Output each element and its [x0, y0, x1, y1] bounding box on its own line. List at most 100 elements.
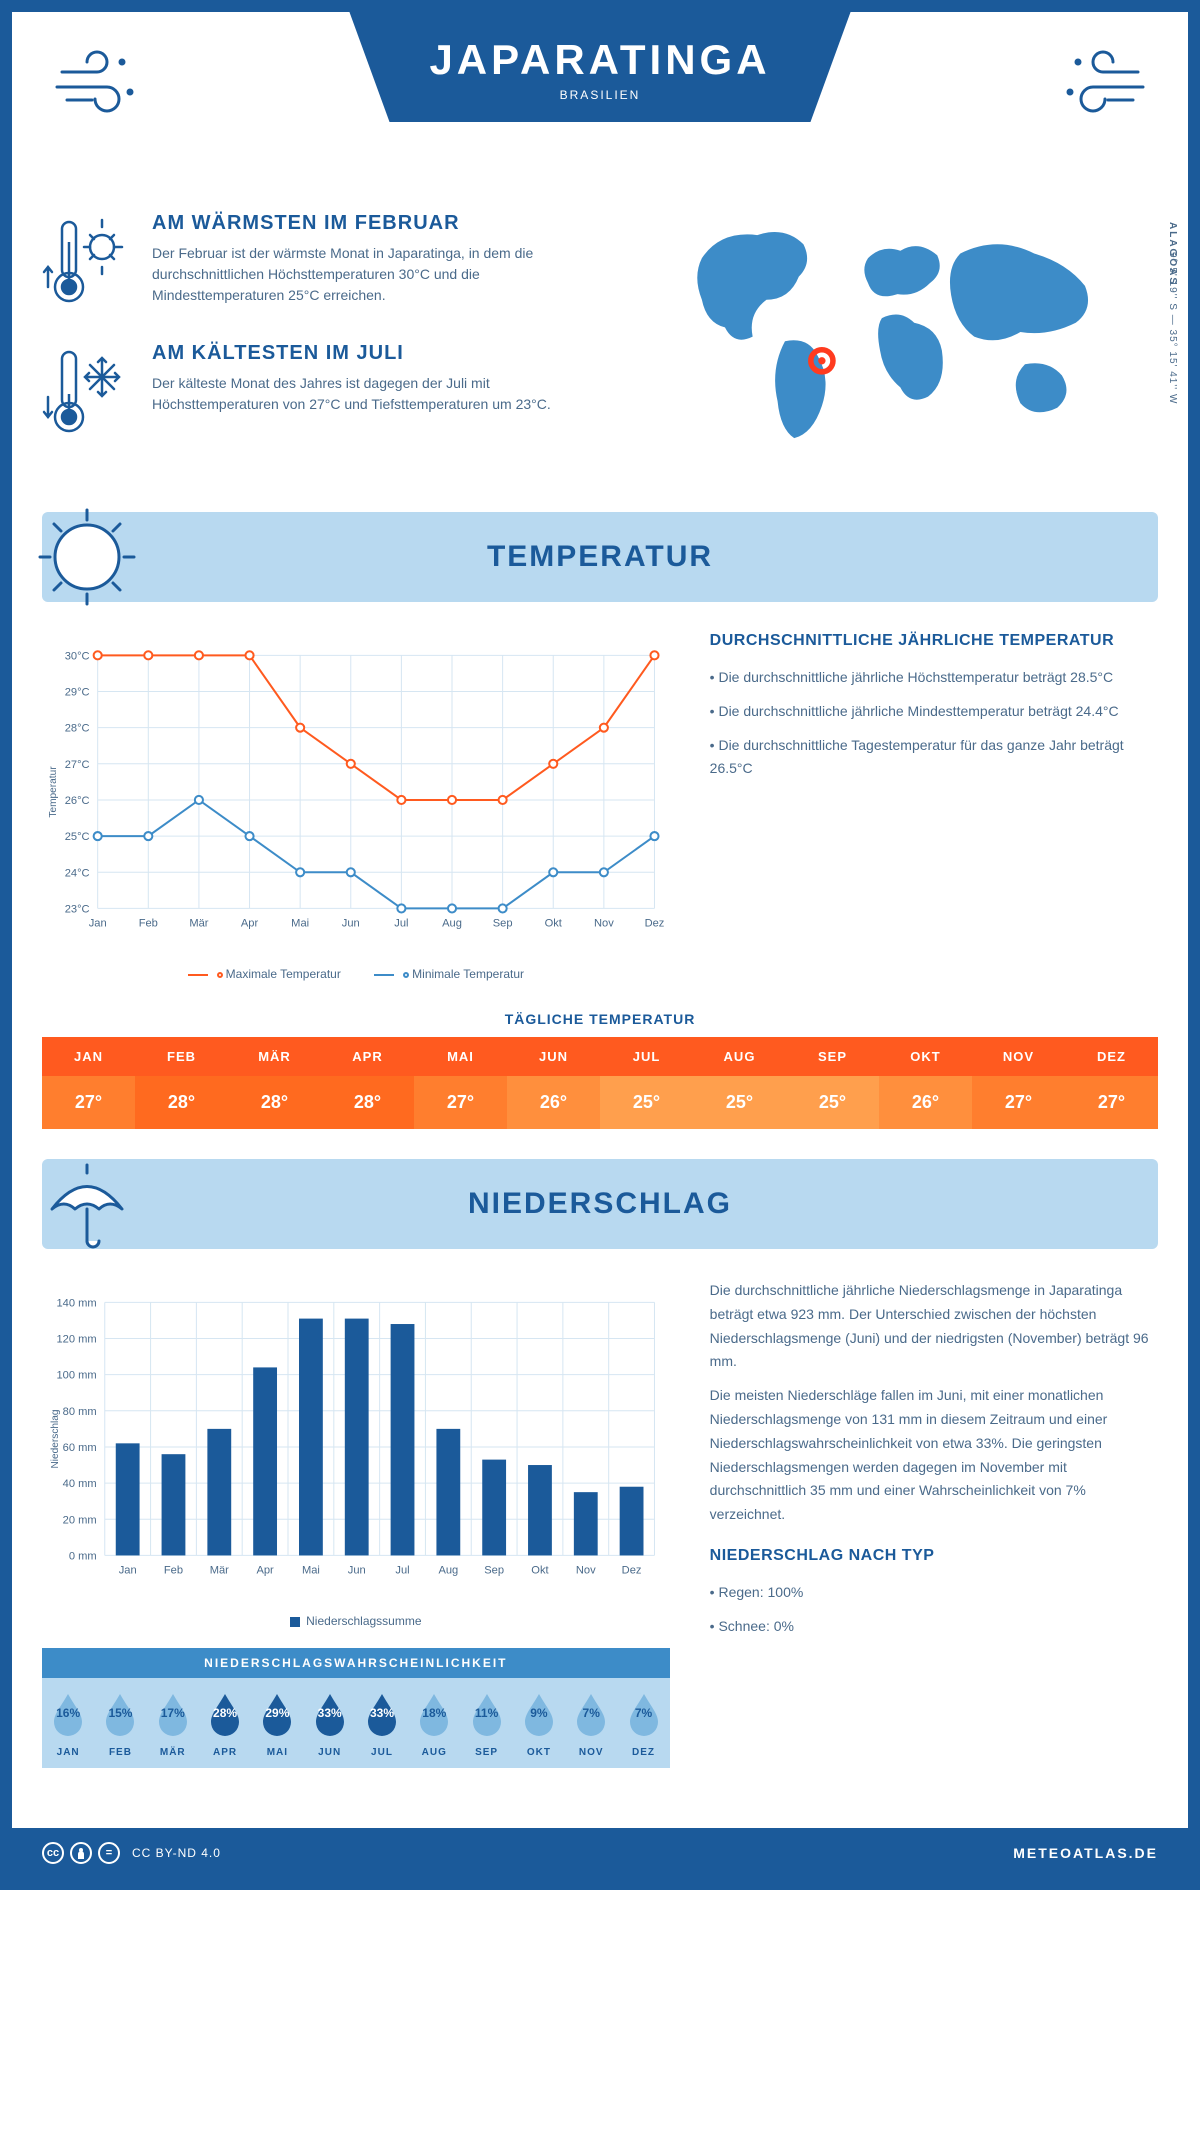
- coldest-block: AM KÄLTESTEN IM JULI Der kälteste Monat …: [42, 342, 585, 442]
- license-text: CC BY-ND 4.0: [132, 1846, 221, 1860]
- warmest-block: AM WÄRMSTEN IM FEBRUAR Der Februar ist d…: [42, 212, 585, 312]
- daily-month-header: OKT: [879, 1037, 972, 1076]
- page-title: JAPARATINGA: [429, 36, 770, 84]
- footer: cc = CC BY-ND 4.0 METEOATLAS.DE: [12, 1828, 1188, 1878]
- summary-row: AM WÄRMSTEN IM FEBRUAR Der Februar ist d…: [42, 212, 1158, 472]
- svg-text:Dez: Dez: [645, 918, 665, 930]
- wind-icon: [1058, 42, 1148, 134]
- precip-summary-text: Die durchschnittliche jährliche Niedersc…: [710, 1279, 1158, 1788]
- daily-temp-cell: 28°: [135, 1076, 228, 1129]
- daily-month-header: JUN: [507, 1037, 600, 1076]
- precip-section-header: NIEDERSCHLAG: [42, 1159, 1158, 1249]
- svg-text:Apr: Apr: [256, 1565, 274, 1577]
- svg-text:Jan: Jan: [89, 918, 107, 930]
- daily-month-header: FEB: [135, 1037, 228, 1076]
- daily-month-header: NOV: [972, 1037, 1065, 1076]
- temperature-chart-row: 23°C24°C25°C26°C27°C28°C29°C30°CJanFebMä…: [42, 632, 1158, 981]
- prob-cell: 9%OKT: [513, 1678, 565, 1768]
- svg-text:25°C: 25°C: [65, 831, 90, 843]
- temperature-legend: Maximale Temperatur Minimale Temperatur: [42, 967, 670, 981]
- climate-summary: AM WÄRMSTEN IM FEBRUAR Der Februar ist d…: [42, 212, 585, 472]
- svg-text:Mär: Mär: [210, 1565, 229, 1577]
- svg-text:Sep: Sep: [493, 918, 513, 930]
- coords-label: 9° 5' 19'' S — 35° 15' 41'' W: [1167, 252, 1178, 404]
- svg-text:Aug: Aug: [442, 918, 462, 930]
- svg-text:Okt: Okt: [531, 1565, 549, 1577]
- svg-text:Jun: Jun: [342, 918, 360, 930]
- svg-text:Apr: Apr: [241, 918, 259, 930]
- legend-max: Maximale Temperatur: [226, 967, 341, 981]
- legend-min: Minimale Temperatur: [412, 967, 524, 981]
- svg-text:29°C: 29°C: [65, 687, 90, 699]
- precip-legend: Niederschlagssumme: [42, 1614, 670, 1628]
- precip-chart-row: 0 mm20 mm40 mm60 mm80 mm100 mm120 mm140 …: [42, 1279, 1158, 1788]
- svg-text:Okt: Okt: [545, 918, 563, 930]
- daily-month-header: JAN: [42, 1037, 135, 1076]
- svg-text:Temperatur: Temperatur: [48, 766, 59, 818]
- daily-month-header: MÄR: [228, 1037, 321, 1076]
- svg-text:140 mm: 140 mm: [56, 1297, 96, 1309]
- svg-text:Nov: Nov: [594, 918, 614, 930]
- prob-cell: 11%SEP: [460, 1678, 512, 1768]
- warmest-title: AM WÄRMSTEN IM FEBRUAR: [152, 212, 585, 235]
- daily-temp-cell: 25°: [693, 1076, 786, 1129]
- svg-text:23°C: 23°C: [65, 903, 90, 915]
- daily-temp-cell: 28°: [228, 1076, 321, 1129]
- coldest-title: AM KÄLTESTEN IM JULI: [152, 342, 585, 365]
- svg-text:Sep: Sep: [484, 1565, 504, 1577]
- prob-cell: 16%JAN: [42, 1678, 94, 1768]
- temperature-chart: 23°C24°C25°C26°C27°C28°C29°C30°CJanFebMä…: [42, 632, 670, 981]
- svg-text:Aug: Aug: [438, 1565, 458, 1577]
- prob-cell: 15%FEB: [94, 1678, 146, 1768]
- daily-temp-cell: 27°: [42, 1076, 135, 1129]
- prob-title: NIEDERSCHLAGSWAHRSCHEINLICHKEIT: [42, 1648, 670, 1678]
- svg-text:27°C: 27°C: [65, 759, 90, 771]
- precip-p2: Die meisten Niederschläge fallen im Juni…: [710, 1384, 1158, 1527]
- svg-text:Jan: Jan: [119, 1565, 137, 1577]
- precip-p1: Die durchschnittliche jährliche Niedersc…: [710, 1279, 1158, 1374]
- daily-temp-cell: 27°: [414, 1076, 507, 1129]
- svg-text:40 mm: 40 mm: [63, 1478, 97, 1490]
- svg-text:30°C: 30°C: [65, 650, 90, 662]
- svg-text:120 mm: 120 mm: [56, 1334, 96, 1346]
- prob-cell: 7%NOV: [565, 1678, 617, 1768]
- svg-text:20 mm: 20 mm: [63, 1514, 97, 1526]
- site-name: METEOATLAS.DE: [1013, 1845, 1158, 1861]
- svg-text:Jul: Jul: [395, 1565, 409, 1577]
- prob-cell: 29%MAI: [251, 1678, 303, 1768]
- svg-text:Feb: Feb: [164, 1565, 183, 1577]
- daily-month-header: JUL: [600, 1037, 693, 1076]
- svg-text:100 mm: 100 mm: [56, 1370, 96, 1382]
- precip-type-2: • Schnee: 0%: [710, 1615, 1158, 1639]
- svg-text:Jun: Jun: [348, 1565, 366, 1577]
- svg-text:Mai: Mai: [302, 1565, 320, 1577]
- svg-text:80 mm: 80 mm: [63, 1406, 97, 1418]
- svg-text:Mai: Mai: [291, 918, 309, 930]
- temp-bullet-2: • Die durchschnittliche jährliche Mindes…: [710, 700, 1158, 724]
- svg-text:Mär: Mär: [189, 918, 208, 930]
- daily-temp-cell: 27°: [1065, 1076, 1158, 1129]
- daily-month-header: SEP: [786, 1037, 879, 1076]
- daily-month-header: DEZ: [1065, 1037, 1158, 1076]
- thermometer-hot-icon: [42, 212, 132, 312]
- warmest-text: Der Februar ist der wärmste Monat in Jap…: [152, 243, 585, 306]
- temp-text-title: DURCHSCHNITTLICHE JÄHRLICHE TEMPERATUR: [710, 632, 1158, 650]
- daily-month-header: APR: [321, 1037, 414, 1076]
- page-subtitle: BRASILIEN: [429, 88, 770, 102]
- temp-bullet-3: • Die durchschnittliche Tagestemperatur …: [710, 734, 1158, 782]
- daily-temp-cell: 28°: [321, 1076, 414, 1129]
- page: JAPARATINGA BRASILIEN AM WÄRMSTEN IM FEB…: [0, 0, 1200, 1890]
- svg-text:Nov: Nov: [576, 1565, 596, 1577]
- temperature-section-header: TEMPERATUR: [42, 512, 1158, 602]
- svg-text:60 mm: 60 mm: [63, 1442, 97, 1454]
- daily-month-header: MAI: [414, 1037, 507, 1076]
- prob-cell: 28%APR: [199, 1678, 251, 1768]
- precip-probability-box: NIEDERSCHLAGSWAHRSCHEINLICHKEIT 16%JAN15…: [42, 1648, 670, 1768]
- title-ribbon: JAPARATINGA BRASILIEN: [349, 12, 850, 122]
- svg-text:Feb: Feb: [139, 918, 158, 930]
- sun-icon: [32, 502, 142, 612]
- wind-icon: [52, 42, 142, 134]
- prob-cell: 33%JUN: [304, 1678, 356, 1768]
- thermometer-cold-icon: [42, 342, 132, 442]
- umbrella-icon: [32, 1149, 142, 1259]
